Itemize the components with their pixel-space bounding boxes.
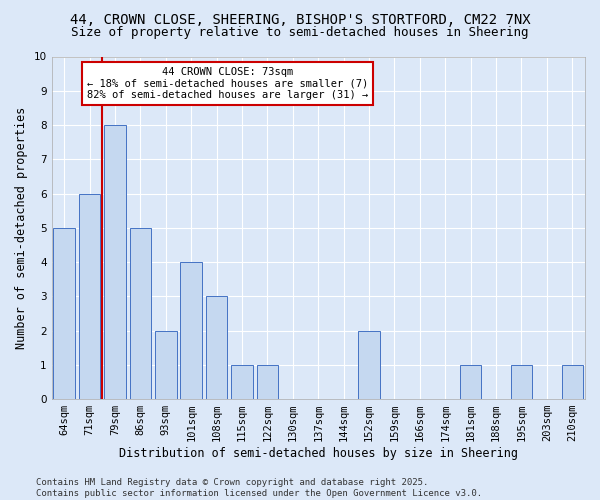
Bar (206, 296, 227, 399)
Bar (181, 262, 202, 399)
Bar (104, 125, 126, 399)
Bar (460, 365, 481, 399)
Bar (231, 365, 253, 399)
Bar (257, 365, 278, 399)
Bar (358, 330, 380, 399)
Bar (130, 228, 151, 399)
Text: 44 CROWN CLOSE: 73sqm
← 18% of semi-detached houses are smaller (7)
82% of semi-: 44 CROWN CLOSE: 73sqm ← 18% of semi-deta… (87, 67, 368, 100)
Text: 44, CROWN CLOSE, SHEERING, BISHOP'S STORTFORD, CM22 7NX: 44, CROWN CLOSE, SHEERING, BISHOP'S STOR… (70, 12, 530, 26)
Text: Size of property relative to semi-detached houses in Sheering: Size of property relative to semi-detach… (71, 26, 529, 39)
X-axis label: Distribution of semi-detached houses by size in Sheering: Distribution of semi-detached houses by … (119, 447, 518, 460)
Bar (53, 228, 75, 399)
Y-axis label: Number of semi-detached properties: Number of semi-detached properties (15, 106, 28, 349)
Text: Contains HM Land Registry data © Crown copyright and database right 2025.
Contai: Contains HM Land Registry data © Crown c… (36, 478, 482, 498)
Bar (155, 330, 176, 399)
Bar (562, 365, 583, 399)
Bar (79, 194, 100, 399)
Bar (511, 365, 532, 399)
